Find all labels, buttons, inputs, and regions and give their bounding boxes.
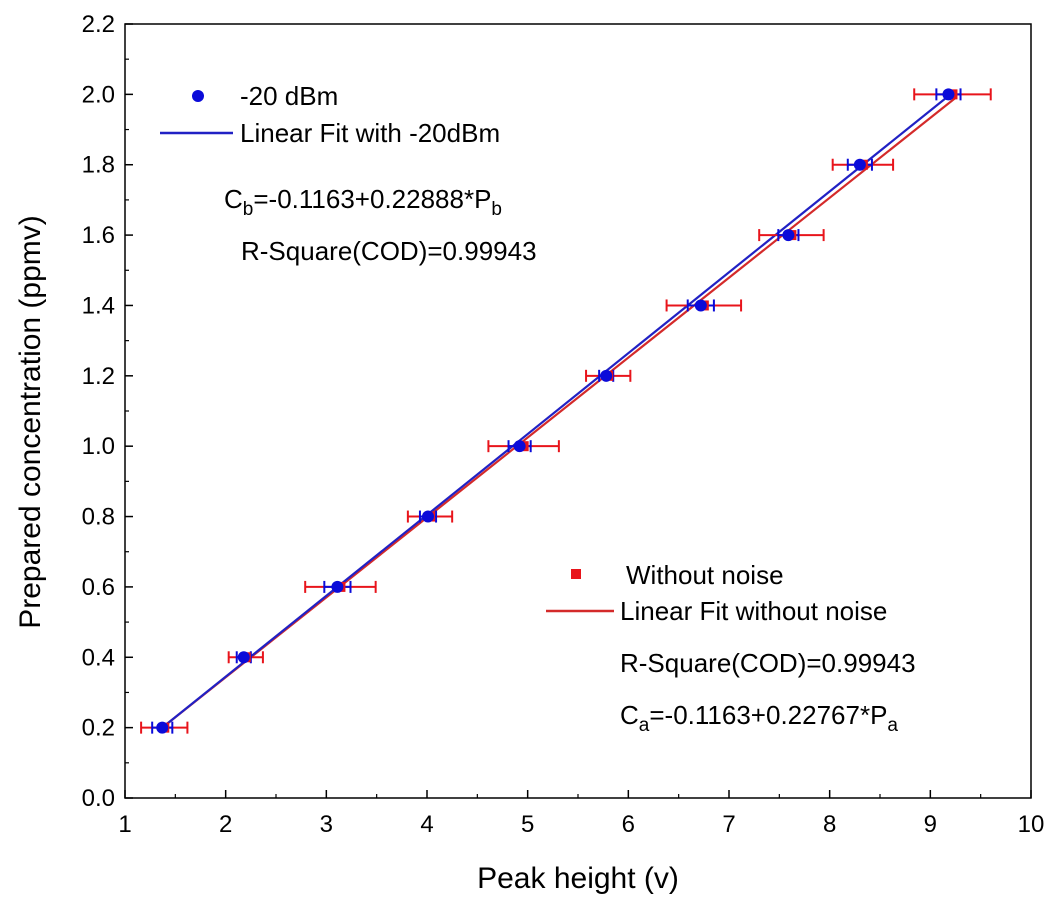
data-point-circle xyxy=(600,369,613,382)
data-point-circle xyxy=(513,440,526,453)
y-tick-label: 2.0 xyxy=(82,81,115,108)
legend-label-without-noise: Without noise xyxy=(626,560,784,590)
x-tick-label: 3 xyxy=(320,811,333,838)
data-point-circle xyxy=(942,88,955,101)
legend-label-fit-without-noise: Linear Fit without noise xyxy=(620,596,887,626)
y-tick-label: 1.8 xyxy=(82,152,115,179)
legend-symbol-without-noise xyxy=(571,569,581,579)
data-point-circle xyxy=(156,721,169,734)
x-tick-label: 9 xyxy=(924,811,937,838)
x-tick-label: 8 xyxy=(823,811,836,838)
y-tick-label: 0.4 xyxy=(82,644,115,671)
x-tick-label: 4 xyxy=(420,811,433,838)
x-tick-label: 7 xyxy=(722,811,735,838)
fit-equation-b: Cb=-0.1163+0.22888*Pb xyxy=(224,184,502,220)
y-tick-label: 1.0 xyxy=(82,433,115,460)
y-tick-label: 2.2 xyxy=(82,11,115,38)
x-axis-title: Peak height (v) xyxy=(477,862,679,895)
x-tick-label: 5 xyxy=(521,811,534,838)
legend-label-fit-20dbm: Linear Fit with -20dBm xyxy=(240,118,500,148)
markers xyxy=(156,88,958,734)
data-point-circle xyxy=(853,158,866,171)
fit-lines xyxy=(161,93,957,729)
data-point-circle xyxy=(331,580,344,593)
legend-top-left: -20 dBm Linear Fit with -20dBm xyxy=(160,81,500,148)
fit-line xyxy=(161,93,952,729)
data-point-circle xyxy=(782,229,795,242)
x-tick-label: 2 xyxy=(219,811,232,838)
y-axis-title: Prepared concentration (ppmv) xyxy=(14,215,47,629)
x-tick-label: 1 xyxy=(118,811,131,838)
y-tick-label: 0.8 xyxy=(82,504,115,531)
y-tick-label: 0.0 xyxy=(82,785,115,812)
data-point-circle xyxy=(422,510,435,523)
legend-label-20dbm: -20 dBm xyxy=(240,81,338,111)
y-tick-label: 1.4 xyxy=(82,292,115,319)
x-tick-label: 10 xyxy=(1018,811,1045,838)
r-square-b: R-Square(COD)=0.99943 xyxy=(241,236,537,266)
r-square-a: R-Square(COD)=0.99943 xyxy=(620,648,916,678)
y-tick-label: 0.6 xyxy=(82,574,115,601)
y-tick-label: 0.2 xyxy=(82,715,115,742)
data-point-circle xyxy=(237,651,250,664)
y-tick-label: 1.6 xyxy=(82,222,115,249)
fit-equation-a: Ca=-0.1163+0.22767*Pa xyxy=(620,700,898,736)
data-point-circle xyxy=(694,299,707,312)
x-tick-label: 6 xyxy=(622,811,635,838)
legend-bottom-right: Without noise Linear Fit without noise xyxy=(546,560,887,626)
axes: 1 2 3 4 5 6 7 8 9 10 0.0 0.2 0.4 0.6 0.8 1.0 1.2 1.4 1.6 1.… xyxy=(82,11,1045,838)
y-tick-label: 1.2 xyxy=(82,363,115,390)
legend-symbol-20dbm xyxy=(192,90,204,102)
